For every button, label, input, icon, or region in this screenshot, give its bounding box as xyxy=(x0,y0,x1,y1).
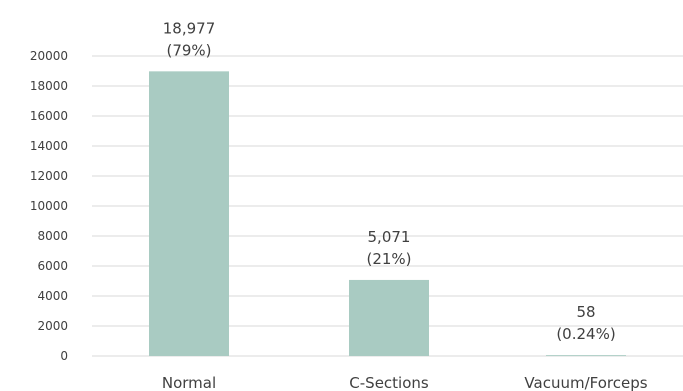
y-tick-label: 8000 xyxy=(37,229,68,243)
data-label-value: 58 xyxy=(576,303,595,321)
y-axis: 0 2000 4000 6000 8000 10000 12000 14000 16000 180… xyxy=(30,49,68,363)
x-axis: Normal C-Sections Vacuum/Forceps xyxy=(162,374,648,391)
y-tick-label: 14000 xyxy=(30,139,68,153)
y-tick-label: 20000 xyxy=(30,49,68,63)
y-tick-label: 6000 xyxy=(37,259,68,273)
y-tick-label: 18000 xyxy=(30,79,68,93)
y-tick-label: 12000 xyxy=(30,169,68,183)
data-labels: 18,977 (79%) 5,071 (21%) 58 (0.24%) xyxy=(163,19,616,343)
x-category-label: C-Sections xyxy=(349,374,429,391)
bar xyxy=(349,279,429,356)
y-tick-label: 10000 xyxy=(30,199,68,213)
y-tick-label: 2000 xyxy=(37,319,68,333)
data-label-percent: (21%) xyxy=(366,250,411,268)
x-category-label: Normal xyxy=(162,374,216,391)
data-label-percent: (0.24%) xyxy=(556,325,615,343)
data-label-value: 5,071 xyxy=(368,228,411,246)
bars xyxy=(149,71,626,356)
y-tick-label: 4000 xyxy=(37,289,68,303)
y-tick-label: 0 xyxy=(60,349,68,363)
data-label-value: 18,977 xyxy=(163,19,216,37)
x-category-label: Vacuum/Forceps xyxy=(524,374,647,391)
data-label-percent: (79%) xyxy=(166,41,211,59)
bar xyxy=(546,355,626,356)
bar xyxy=(149,71,229,356)
y-tick-label: 16000 xyxy=(30,109,68,123)
